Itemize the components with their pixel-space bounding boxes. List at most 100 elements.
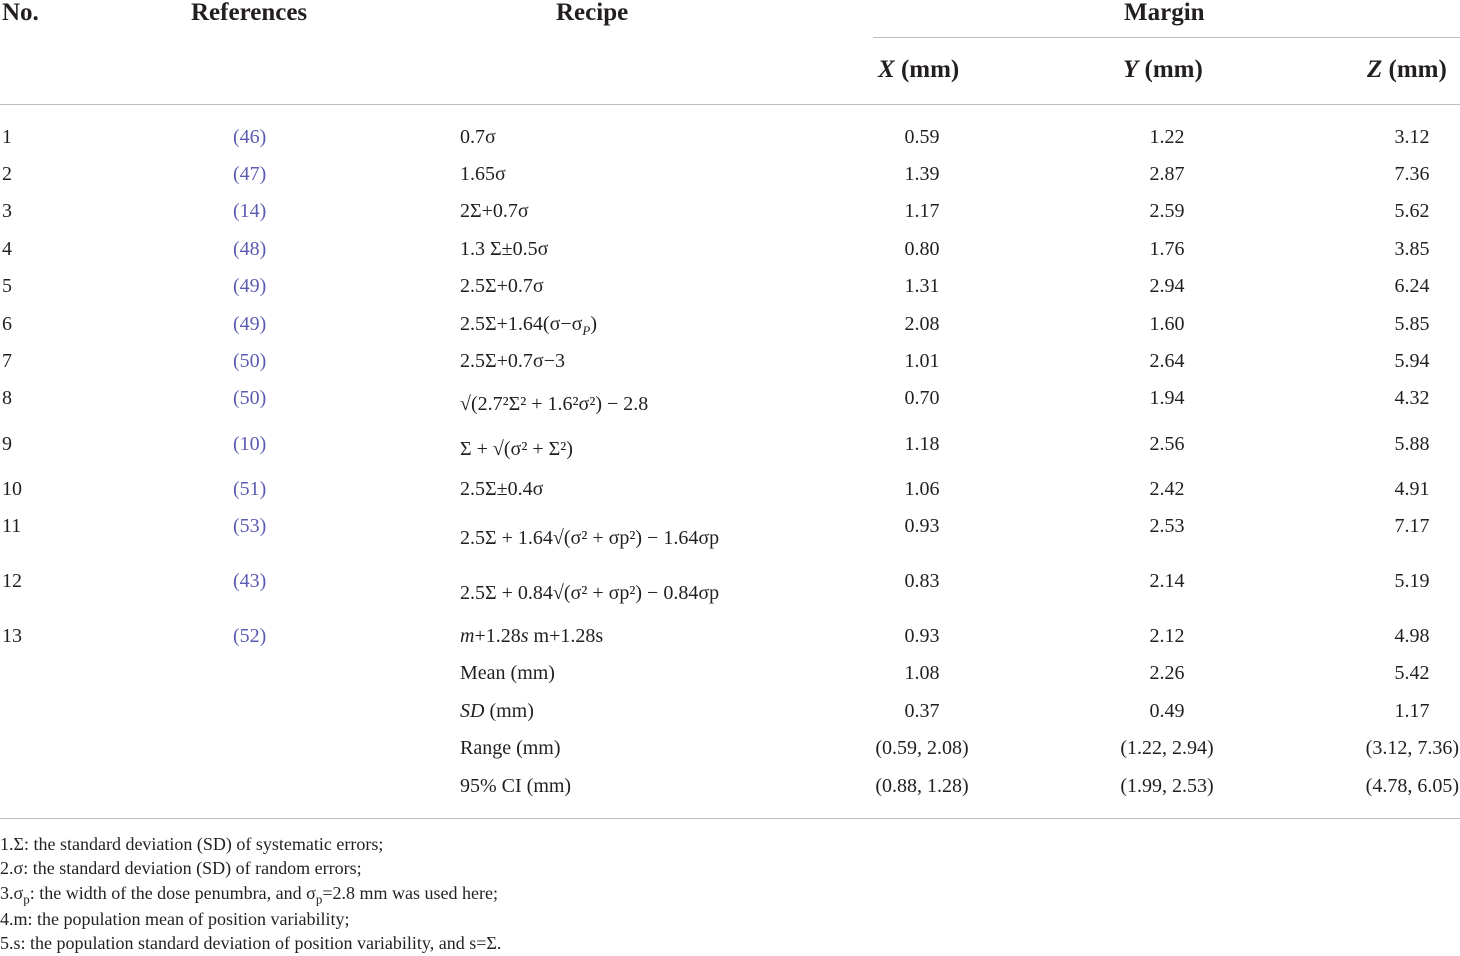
margin-z: 4.98	[1394, 625, 1430, 647]
margin-z: 1.17	[1394, 700, 1430, 722]
summary-label: Mean (mm)	[460, 662, 555, 684]
recipe-formula: 1.65σ	[460, 163, 506, 185]
margin-x: 1.31	[904, 275, 940, 297]
margin-x: 1.06	[904, 478, 940, 500]
header-y-mm: Y (mm)	[1123, 57, 1203, 82]
row-no: 6	[2, 313, 12, 335]
margin-z: 3.12	[1394, 126, 1430, 148]
margin-y: 2.12	[1149, 625, 1185, 647]
reference-link[interactable]: (10)	[233, 433, 267, 455]
header-x-unit: (mm)	[900, 56, 960, 83]
row-no: 13	[2, 625, 22, 647]
recipe-formula: 2.5Σ+0.7σ	[460, 275, 544, 297]
recipe-formula: 2.5Σ+0.7σ−3	[460, 350, 565, 372]
footnote-3-c: =2.8 mm was used here;	[322, 883, 498, 903]
margin-y: 2.42	[1149, 478, 1185, 500]
recipe-main: +1.28	[474, 625, 521, 647]
margin-subrule	[873, 37, 1460, 38]
reference-link[interactable]: (46)	[233, 126, 267, 148]
margin-z: 5.62	[1394, 200, 1430, 222]
row-no: 7	[2, 350, 12, 372]
recipe-main: 2.5Σ+1.64(σ−σ	[460, 313, 583, 335]
summary-label-italic: SD	[460, 700, 485, 722]
reference-link[interactable]: (14)	[233, 200, 267, 222]
footnote-3-sub2: p	[315, 891, 323, 907]
margin-y: 2.26	[1149, 662, 1185, 684]
margin-y: 1.76	[1149, 238, 1185, 260]
recipe-italic-s: s	[520, 625, 529, 647]
margin-x: 0.37	[904, 700, 940, 722]
margin-z: 3.85	[1394, 238, 1430, 260]
margin-z: 5.42	[1394, 662, 1430, 684]
footnote-2: 2.σ: the standard deviation (SD) of rand…	[0, 858, 362, 878]
header-recipe: Recipe	[556, 0, 629, 26]
recipe-formula: 2.5Σ±0.4σ	[460, 478, 544, 500]
row-no: 4	[2, 238, 12, 260]
header-bottom-rule	[0, 104, 1460, 105]
margin-z: 5.19	[1394, 570, 1430, 592]
margin-x: 0.80	[904, 238, 940, 260]
row-no: 3	[2, 200, 12, 222]
row-no: 10	[2, 478, 22, 500]
recipe-tail: m+1.28s	[528, 625, 604, 647]
margin-z: 7.17	[1394, 515, 1430, 537]
recipe-formula: 2.5Σ + 0.84√(σ² + σp²) − 0.84σp	[460, 582, 720, 604]
row-no: 2	[2, 163, 12, 185]
recipe-subscript: P	[582, 323, 591, 338]
margin-y: 1.22	[1149, 126, 1185, 148]
recipe-tail: )	[590, 313, 598, 335]
footnote-4: 4.m: the population mean of position var…	[0, 909, 350, 929]
margin-x: 0.93	[904, 625, 940, 647]
recipe-formula: m+1.28s m+1.28s	[460, 625, 603, 647]
header-no: No.	[2, 0, 39, 26]
reference-link[interactable]: (51)	[233, 478, 267, 500]
margin-x: 1.18	[904, 433, 940, 455]
footnote-3-sub1: p	[23, 891, 30, 907]
row-no: 9	[2, 433, 12, 455]
margin-z: 4.91	[1394, 478, 1430, 500]
margin-x: 2.08	[904, 313, 940, 335]
margin-z: 5.85	[1394, 313, 1430, 335]
reference-link[interactable]: (53)	[233, 515, 267, 537]
margin-x: 1.17	[904, 200, 940, 222]
reference-link[interactable]: (50)	[233, 350, 267, 372]
header-z-mm: Z (mm)	[1367, 57, 1447, 82]
margin-y: 2.14	[1149, 570, 1185, 592]
summary-label: Range (mm)	[460, 737, 561, 759]
reference-link[interactable]: (43)	[233, 570, 267, 592]
row-no: 5	[2, 275, 12, 297]
reference-link[interactable]: (49)	[233, 275, 267, 297]
header-margin: Margin	[1124, 0, 1205, 26]
header-x-mm: X (mm)	[878, 57, 959, 82]
reference-link[interactable]: (48)	[233, 238, 267, 260]
reference-link[interactable]: (52)	[233, 625, 267, 647]
row-no: 11	[2, 515, 22, 537]
recipe-formula: Σ + √(σ² + Σ²)	[460, 438, 573, 460]
margin-x: 0.70	[904, 387, 940, 409]
table-bottom-rule	[0, 818, 1460, 819]
reference-link[interactable]: (49)	[233, 313, 267, 335]
margin-y: 2.64	[1149, 350, 1185, 372]
footnote-3-a: 3.σ	[0, 883, 24, 903]
footnote-1: 1.Σ: the standard deviation (SD) of syst…	[0, 834, 384, 854]
reference-link[interactable]: (47)	[233, 163, 267, 185]
header-x-var: X	[878, 56, 895, 83]
header-references: References	[191, 0, 308, 26]
header-y-var: Y	[1123, 56, 1139, 83]
margin-y: (1.99, 2.53)	[1120, 775, 1214, 797]
row-no: 12	[2, 570, 22, 592]
margin-y: (1.22, 2.94)	[1120, 737, 1214, 759]
recipe-formula: 2.5Σ + 1.64√(σ² + σp²) − 1.64σp	[460, 527, 720, 549]
margin-y: 2.53	[1149, 515, 1185, 537]
footnote-3-b: : the width of the dose penumbra, and σ	[29, 883, 316, 903]
margin-y: 2.94	[1149, 275, 1185, 297]
margin-z: (4.78, 6.05)	[1365, 775, 1459, 797]
row-no: 8	[2, 387, 12, 409]
margin-x: 1.08	[904, 662, 940, 684]
reference-link[interactable]: (50)	[233, 387, 267, 409]
footnote-5: 5.s: the population standard deviation o…	[0, 933, 502, 953]
margin-z: (3.12, 7.36)	[1365, 737, 1459, 759]
row-no: 1	[2, 126, 12, 148]
margin-x: (0.59, 2.08)	[875, 737, 969, 759]
margin-x: 0.93	[904, 515, 940, 537]
